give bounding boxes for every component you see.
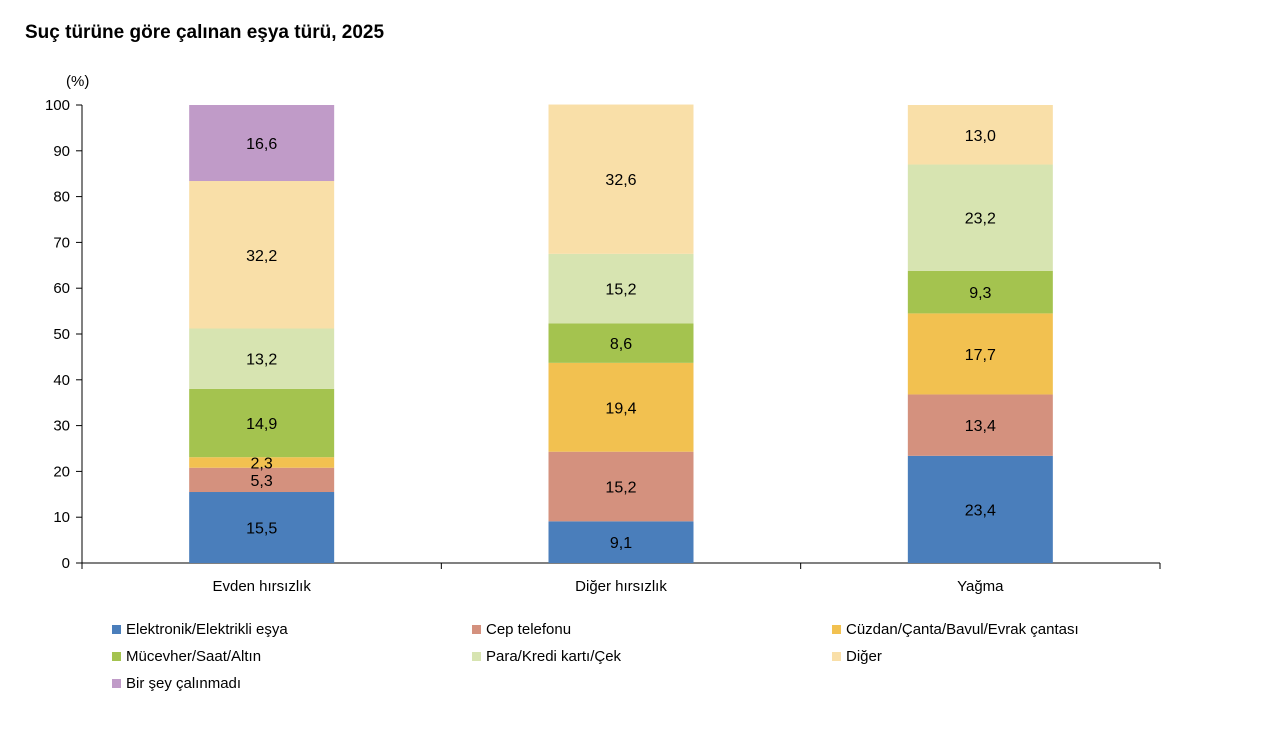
data-label: 9,3 bbox=[969, 285, 991, 302]
legend-swatch bbox=[112, 652, 121, 661]
legend-label: Bir şey çalınmadı bbox=[126, 675, 242, 692]
bar-segment bbox=[189, 328, 335, 389]
data-label: 2,3 bbox=[251, 455, 273, 472]
y-axis-label: (%) bbox=[66, 73, 89, 90]
legend-item: Cep telefonu bbox=[472, 621, 571, 638]
y-tick-label: 10 bbox=[53, 509, 70, 526]
y-tick-label: 0 bbox=[62, 555, 70, 572]
legend-label: Elektronik/Elektrikli eşya bbox=[126, 621, 288, 638]
bar-segment bbox=[548, 253, 694, 324]
bar-segment bbox=[548, 323, 694, 363]
bar-segment bbox=[548, 104, 694, 254]
y-tick-label: 70 bbox=[53, 234, 70, 251]
data-label: 17,7 bbox=[965, 347, 996, 364]
data-label: 13,0 bbox=[965, 128, 996, 145]
data-label: 23,4 bbox=[965, 502, 996, 519]
bar-segment bbox=[907, 313, 1053, 395]
y-tick-label: 30 bbox=[53, 418, 70, 435]
x-tick-label: Evden hırsızlık bbox=[212, 578, 311, 595]
x-tick-label: Yağma bbox=[957, 578, 1004, 595]
data-label: 15,2 bbox=[605, 282, 636, 299]
legend-swatch bbox=[832, 652, 841, 661]
bar-segment bbox=[548, 362, 694, 452]
data-label: 13,4 bbox=[965, 418, 996, 435]
legend-label: Diğer bbox=[846, 648, 882, 665]
data-label: 13,2 bbox=[246, 352, 277, 369]
stacked-bar-chart: (%) 0 10 20 30 40 50 60 70 80 90 100 15,5 5,32,3 14,9 1… bbox=[45, 73, 1161, 595]
bar-segment bbox=[548, 451, 694, 522]
bar-segment bbox=[907, 455, 1053, 563]
bar-segment bbox=[189, 388, 335, 458]
y-tick-label: 90 bbox=[53, 143, 70, 160]
legend-item: Bir şey çalınmadı bbox=[112, 675, 241, 692]
legend-label: Mücevher/Saat/Altın bbox=[126, 648, 262, 665]
legend-swatch bbox=[112, 625, 121, 634]
bar-segment bbox=[189, 467, 335, 493]
legend-item: Diğer bbox=[832, 648, 882, 665]
data-label: 23,2 bbox=[965, 211, 996, 228]
legend-label: Cep telefonu bbox=[486, 621, 572, 638]
data-label: 16,6 bbox=[246, 136, 277, 153]
legend-label: Cüzdan/Çanta/Bavul/Evrak çantası bbox=[846, 621, 1079, 638]
bar-segment bbox=[189, 492, 335, 563]
data-label: 15,2 bbox=[605, 480, 636, 497]
legend-swatch bbox=[112, 679, 121, 688]
bar-segment bbox=[907, 105, 1053, 165]
data-label: 15,5 bbox=[246, 521, 277, 538]
y-tick-label: 60 bbox=[53, 280, 70, 297]
data-label: 14,9 bbox=[246, 416, 277, 433]
data-label: 8,6 bbox=[610, 336, 632, 353]
legend-item: Elektronik/Elektrikli eşya bbox=[112, 621, 288, 638]
legend-swatch bbox=[472, 625, 481, 634]
data-label: 19,4 bbox=[605, 400, 636, 417]
data-label: 32,2 bbox=[246, 248, 277, 265]
legend-item: Cüzdan/Çanta/Bavul/Evrak çantası bbox=[832, 621, 1079, 638]
y-tick-label: 80 bbox=[53, 189, 70, 206]
legend-swatch bbox=[832, 625, 841, 634]
bar-segment bbox=[548, 521, 694, 563]
y-tick-label: 100 bbox=[45, 97, 70, 114]
bar-segment bbox=[907, 270, 1053, 314]
bar-segment bbox=[907, 394, 1053, 456]
legend-item: Para/Kredi kartı/Çek bbox=[472, 648, 621, 665]
y-tick-label: 50 bbox=[53, 326, 70, 343]
y-tick-label: 20 bbox=[53, 463, 70, 480]
legend-label: Para/Kredi kartı/Çek bbox=[486, 648, 622, 665]
data-label: 9,1 bbox=[610, 535, 632, 552]
x-tick-label: Diğer hırsızlık bbox=[575, 578, 667, 595]
data-label: 32,6 bbox=[605, 172, 636, 189]
data-label: 5,3 bbox=[251, 473, 273, 490]
bar-segment bbox=[189, 457, 335, 468]
legend-item: Mücevher/Saat/Altın bbox=[112, 648, 261, 665]
bar-segment bbox=[189, 181, 335, 329]
y-tick-label: 40 bbox=[53, 372, 70, 389]
bar-segment bbox=[907, 164, 1053, 271]
bar-segment bbox=[189, 105, 335, 182]
chart-title: Suç türüne göre çalınan eşya türü, 2025 bbox=[25, 22, 385, 43]
legend-swatch bbox=[472, 652, 481, 661]
